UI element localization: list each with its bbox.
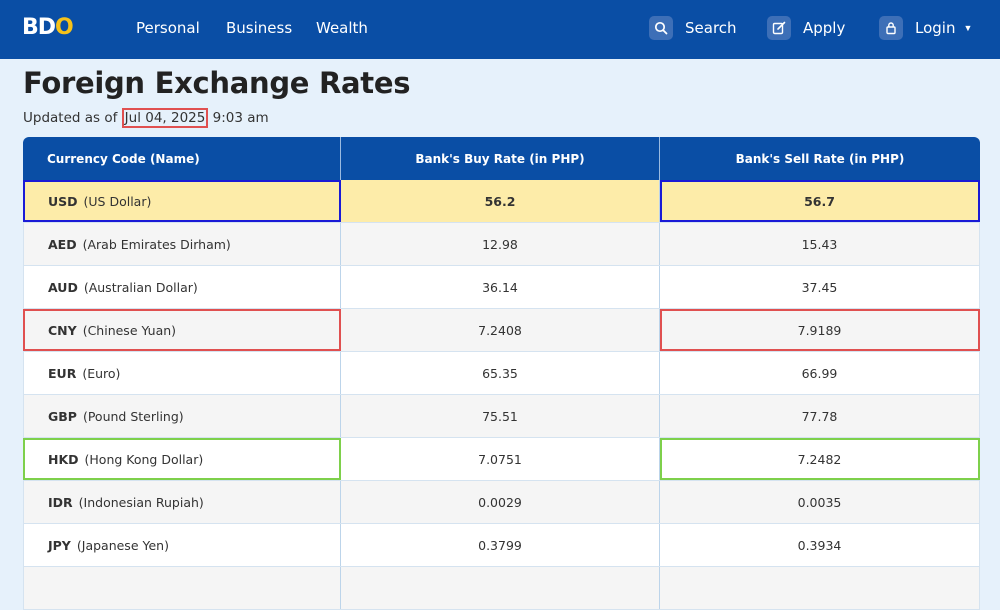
currency-code: USD (48, 193, 78, 209)
table-row: GBP (Pound Sterling) 75.51 77.78 (23, 395, 980, 438)
buy-rate-cell: 65.35 (341, 352, 660, 394)
header-sell-rate: Bank's Sell Rate (in PHP) (735, 151, 905, 166)
updated-prefix: Updated as of (23, 110, 122, 126)
currency-code: CNY (48, 322, 77, 338)
edit-icon (767, 16, 791, 40)
buy-rate-cell: 36.14 (341, 266, 660, 308)
updated-date: Jul 04, 2025 (121, 108, 209, 128)
nav-wealth[interactable]: Wealth (316, 19, 368, 37)
nav-personal[interactable]: Personal (136, 19, 200, 37)
apply-button[interactable]: Apply (767, 16, 845, 40)
forex-rates-table: Currency Code (Name) Bank's Buy Rate (in… (23, 137, 980, 610)
buy-rate-cell: 0.3799 (341, 524, 660, 566)
currency-name: (US Dollar) (83, 193, 152, 209)
currency-code: HKD (48, 451, 79, 467)
search-button[interactable]: Search (649, 16, 737, 40)
search-icon (649, 16, 673, 40)
table-row (23, 567, 980, 610)
header-buy-rate: Bank's Buy Rate (in PHP) (341, 137, 660, 180)
table-row: IDR (Indonesian Rupiah) 0.0029 0.0035 (23, 481, 980, 524)
table-row: HKD (Hong Kong Dollar) 7.0751 7.2482 (23, 438, 980, 481)
logo-text-o: O (55, 15, 74, 40)
buy-rate-cell: 7.0751 (341, 438, 660, 480)
logo-text-bd: BD (22, 15, 56, 40)
currency-name: (Japanese Yen) (76, 537, 169, 553)
buy-rate-cell: 75.51 (341, 395, 660, 437)
currency-cell: AUD (Australian Dollar) (23, 266, 341, 308)
sell-rate-cell: 15.43 (660, 223, 980, 265)
sell-rate-cell: 56.7 (660, 180, 980, 222)
login-dropdown[interactable]: Login ▼ (879, 16, 972, 40)
currency-name: (Chinese Yuan) (82, 322, 177, 338)
sell-rate-cell: 0.3934 (660, 524, 980, 566)
table-row: JPY (Japanese Yen) 0.3799 0.3934 (23, 524, 980, 567)
currency-cell: EUR (Euro) (23, 352, 341, 394)
currency-cell: JPY (Japanese Yen) (23, 524, 341, 566)
buy-rate-cell: 12.98 (341, 223, 660, 265)
page-title: Foreign Exchange Rates (23, 66, 411, 100)
currency-code: AUD (48, 279, 78, 295)
search-label: Search (685, 19, 737, 37)
table-row: USD (US Dollar) 56.2 56.7 (23, 180, 980, 223)
sell-rate-cell: 77.78 (660, 395, 980, 437)
currency-code: EUR (48, 365, 77, 381)
buy-rate-cell: 0.0029 (341, 481, 660, 523)
lock-icon (879, 16, 903, 40)
sell-rate-cell: 7.9189 (660, 309, 980, 351)
currency-code: IDR (48, 494, 73, 510)
currency-code: GBP (48, 408, 77, 424)
table-row: AED (Arab Emirates Dirham) 12.98 15.43 (23, 223, 980, 266)
login-label: Login (915, 19, 956, 37)
currency-name: (Euro) (82, 365, 121, 381)
currency-cell: AED (Arab Emirates Dirham) (23, 223, 341, 265)
currency-name: (Indonesian Rupiah) (78, 494, 204, 510)
chevron-down-icon: ▼ (963, 23, 973, 33)
bdo-logo[interactable]: BD O (22, 15, 74, 40)
currency-cell: GBP (Pound Sterling) (23, 395, 341, 437)
currency-name: (Hong Kong Dollar) (84, 451, 204, 467)
header-currency: Currency Code (Name) (23, 137, 341, 180)
currency-cell: IDR (Indonesian Rupiah) (23, 481, 341, 523)
currency-name: (Pound Sterling) (82, 408, 184, 424)
table-row: CNY (Chinese Yuan) 7.2408 7.9189 (23, 309, 980, 352)
table-row: AUD (Australian Dollar) 36.14 37.45 (23, 266, 980, 309)
buy-rate-cell: 56.2 (341, 180, 660, 222)
sell-rate-cell: 37.45 (660, 266, 980, 308)
sell-rate-cell (660, 567, 980, 609)
apply-label: Apply (803, 19, 846, 37)
currency-code: AED (48, 236, 77, 252)
sell-rate-cell: 0.0035 (660, 481, 980, 523)
buy-rate-cell: 7.2408 (341, 309, 660, 351)
top-navbar: BD O Personal Business Wealth Search Appl… (0, 0, 1000, 59)
buy-rate-cell (341, 567, 660, 609)
sell-rate-cell: 7.2482 (660, 438, 980, 480)
nav-business[interactable]: Business (226, 19, 293, 37)
updated-time: 9:03 am (208, 110, 269, 126)
updated-timestamp: Updated as of Jul 04, 2025 9:03 am (23, 108, 269, 128)
currency-cell: USD (US Dollar) (23, 180, 341, 222)
currency-code: JPY (48, 537, 71, 553)
sell-rate-cell: 66.99 (660, 352, 980, 394)
table-header: Currency Code (Name) Bank's Buy Rate (in… (23, 137, 980, 180)
currency-cell (23, 567, 341, 609)
currency-cell: CNY (Chinese Yuan) (23, 309, 341, 351)
currency-name: (Arab Emirates Dirham) (82, 236, 231, 252)
table-row: EUR (Euro) 65.35 66.99 (23, 352, 980, 395)
currency-name: (Australian Dollar) (83, 279, 198, 295)
currency-cell: HKD (Hong Kong Dollar) (23, 438, 341, 480)
